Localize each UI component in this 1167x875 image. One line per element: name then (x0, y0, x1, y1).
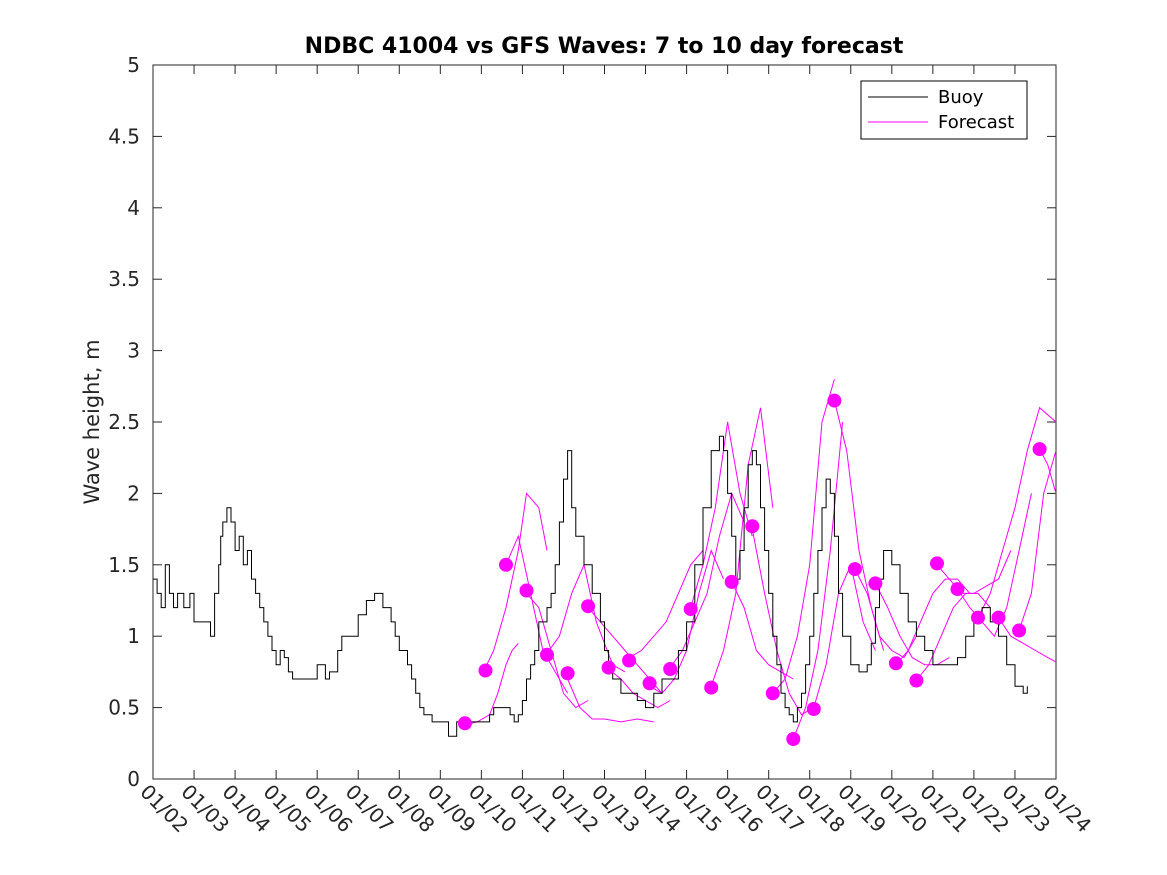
forecast-marker (519, 583, 534, 598)
y-tick-label: 5 (127, 53, 140, 77)
forecast-line (710, 407, 774, 687)
legend-forecast-label: Forecast (938, 112, 1014, 133)
legend-box (860, 80, 1028, 140)
y-tick-label: 3 (127, 339, 140, 363)
forecast-line (813, 563, 876, 708)
forecast-line (505, 534, 569, 694)
y-axis-label: Wave height, m (80, 339, 104, 504)
y-tick-label: 4.5 (108, 124, 140, 148)
y-axis: 0 0.5 1 1.5 2 2.5 3 3.5 4 4.5 5 (108, 53, 1056, 791)
forecast-marker (827, 393, 842, 408)
forecast-line (628, 550, 704, 659)
forecast-marker (971, 610, 985, 625)
y-tick-label: 3.5 (108, 267, 140, 291)
forecast-marker (601, 660, 616, 675)
forecast-line (916, 592, 991, 681)
forecast-marker (888, 656, 903, 671)
y-tick-label: 0.5 (108, 696, 140, 720)
y-tick-label: 2.5 (108, 410, 140, 434)
forecast-line (485, 492, 548, 668)
forecast-marker (950, 582, 965, 597)
y-tick-label: 2 (127, 481, 140, 505)
forecast-line (998, 617, 1057, 663)
forecast-marker (745, 519, 760, 534)
forecast-marker (622, 653, 637, 668)
forecast-marker (499, 557, 513, 572)
forecast-marker (765, 686, 780, 701)
forecast-line (772, 379, 835, 694)
legend: Buoy Forecast (860, 80, 1028, 140)
y-tick-label: 0 (127, 767, 140, 791)
forecast-marker (847, 562, 862, 577)
forecast-line (957, 493, 1032, 638)
forecast-marker (786, 732, 801, 746)
forecast-marker (642, 676, 657, 691)
forecast-line (936, 550, 1012, 594)
forecast-marker (1032, 442, 1047, 457)
forecast-markers-group (457, 393, 1047, 746)
chart-title: NDBC 41004 vs GFS Waves: 7 to 10 day for… (305, 34, 904, 59)
y-tick-label: 4 (127, 196, 140, 220)
legend-buoy-label: Buoy (938, 87, 984, 108)
buoy-series-line (153, 435, 1028, 737)
forecast-marker (724, 574, 739, 589)
forecast-marker (683, 602, 698, 617)
forecast-marker (991, 610, 1006, 625)
forecast-marker (868, 576, 883, 591)
forecast-marker (806, 702, 821, 716)
forecast-line (977, 406, 1057, 618)
forecast-marker (560, 666, 575, 681)
forecast-marker (1012, 623, 1027, 638)
forecast-line (567, 678, 654, 723)
forecast-marker (478, 663, 493, 678)
forecast-marker (663, 662, 678, 676)
forecast-marker (930, 556, 944, 571)
y-tick-label: 1.5 (108, 553, 140, 577)
forecast-marker (704, 680, 719, 695)
forecast-line (895, 578, 971, 666)
forecast-marker (457, 716, 472, 731)
forecast-marker (909, 673, 924, 688)
forecast-marker (540, 647, 554, 662)
forecast-line (608, 668, 671, 709)
forecast-line (854, 568, 917, 659)
y-tick-label: 1 (127, 624, 140, 648)
forecast-line (526, 593, 589, 709)
forecast-marker (581, 599, 596, 614)
forecast-line (690, 421, 753, 608)
